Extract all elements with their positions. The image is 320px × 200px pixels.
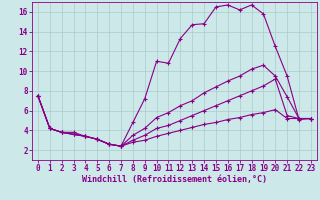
X-axis label: Windchill (Refroidissement éolien,°C): Windchill (Refroidissement éolien,°C) <box>82 175 267 184</box>
